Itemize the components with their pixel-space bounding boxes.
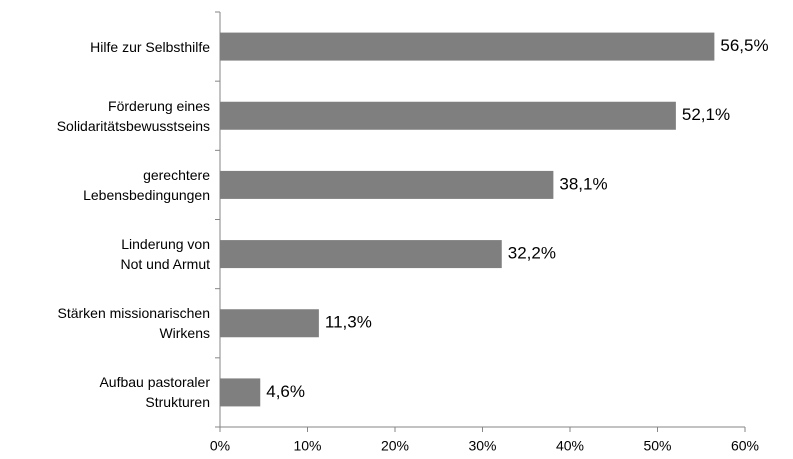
value-label: 11,3% bbox=[325, 313, 372, 332]
x-tick-label: 20% bbox=[381, 438, 409, 454]
x-tick-label: 50% bbox=[643, 438, 671, 454]
category-label: Linderung von Not und Armut bbox=[120, 236, 211, 273]
x-tick-label: 10% bbox=[293, 438, 321, 454]
bar bbox=[220, 101, 676, 130]
x-tick-label: 60% bbox=[731, 438, 759, 454]
category-label: Aufbau pastoraler Strukturen bbox=[99, 374, 210, 411]
category-label: Hilfe zur Selbsthilfe bbox=[90, 38, 210, 55]
bar bbox=[220, 378, 261, 407]
bar bbox=[220, 32, 715, 61]
category-label: gerechtere Lebensbedingungen bbox=[83, 166, 210, 203]
value-label: 56,5% bbox=[720, 36, 768, 55]
bar bbox=[220, 170, 554, 199]
value-label: 52,1% bbox=[682, 105, 730, 124]
category-label: Stärken missionarischen Wirkens bbox=[57, 305, 210, 342]
category-label: Förderung eines Solidaritätsbewusstseins bbox=[56, 97, 210, 134]
value-label: 4,6% bbox=[266, 382, 305, 401]
bar bbox=[220, 240, 502, 269]
x-tick-label: 40% bbox=[556, 438, 584, 454]
x-tick-label: 0% bbox=[210, 438, 230, 454]
value-label: 38,1% bbox=[559, 174, 607, 193]
bar bbox=[220, 309, 319, 338]
value-label: 32,2% bbox=[508, 244, 556, 263]
x-tick-label: 30% bbox=[468, 438, 496, 454]
